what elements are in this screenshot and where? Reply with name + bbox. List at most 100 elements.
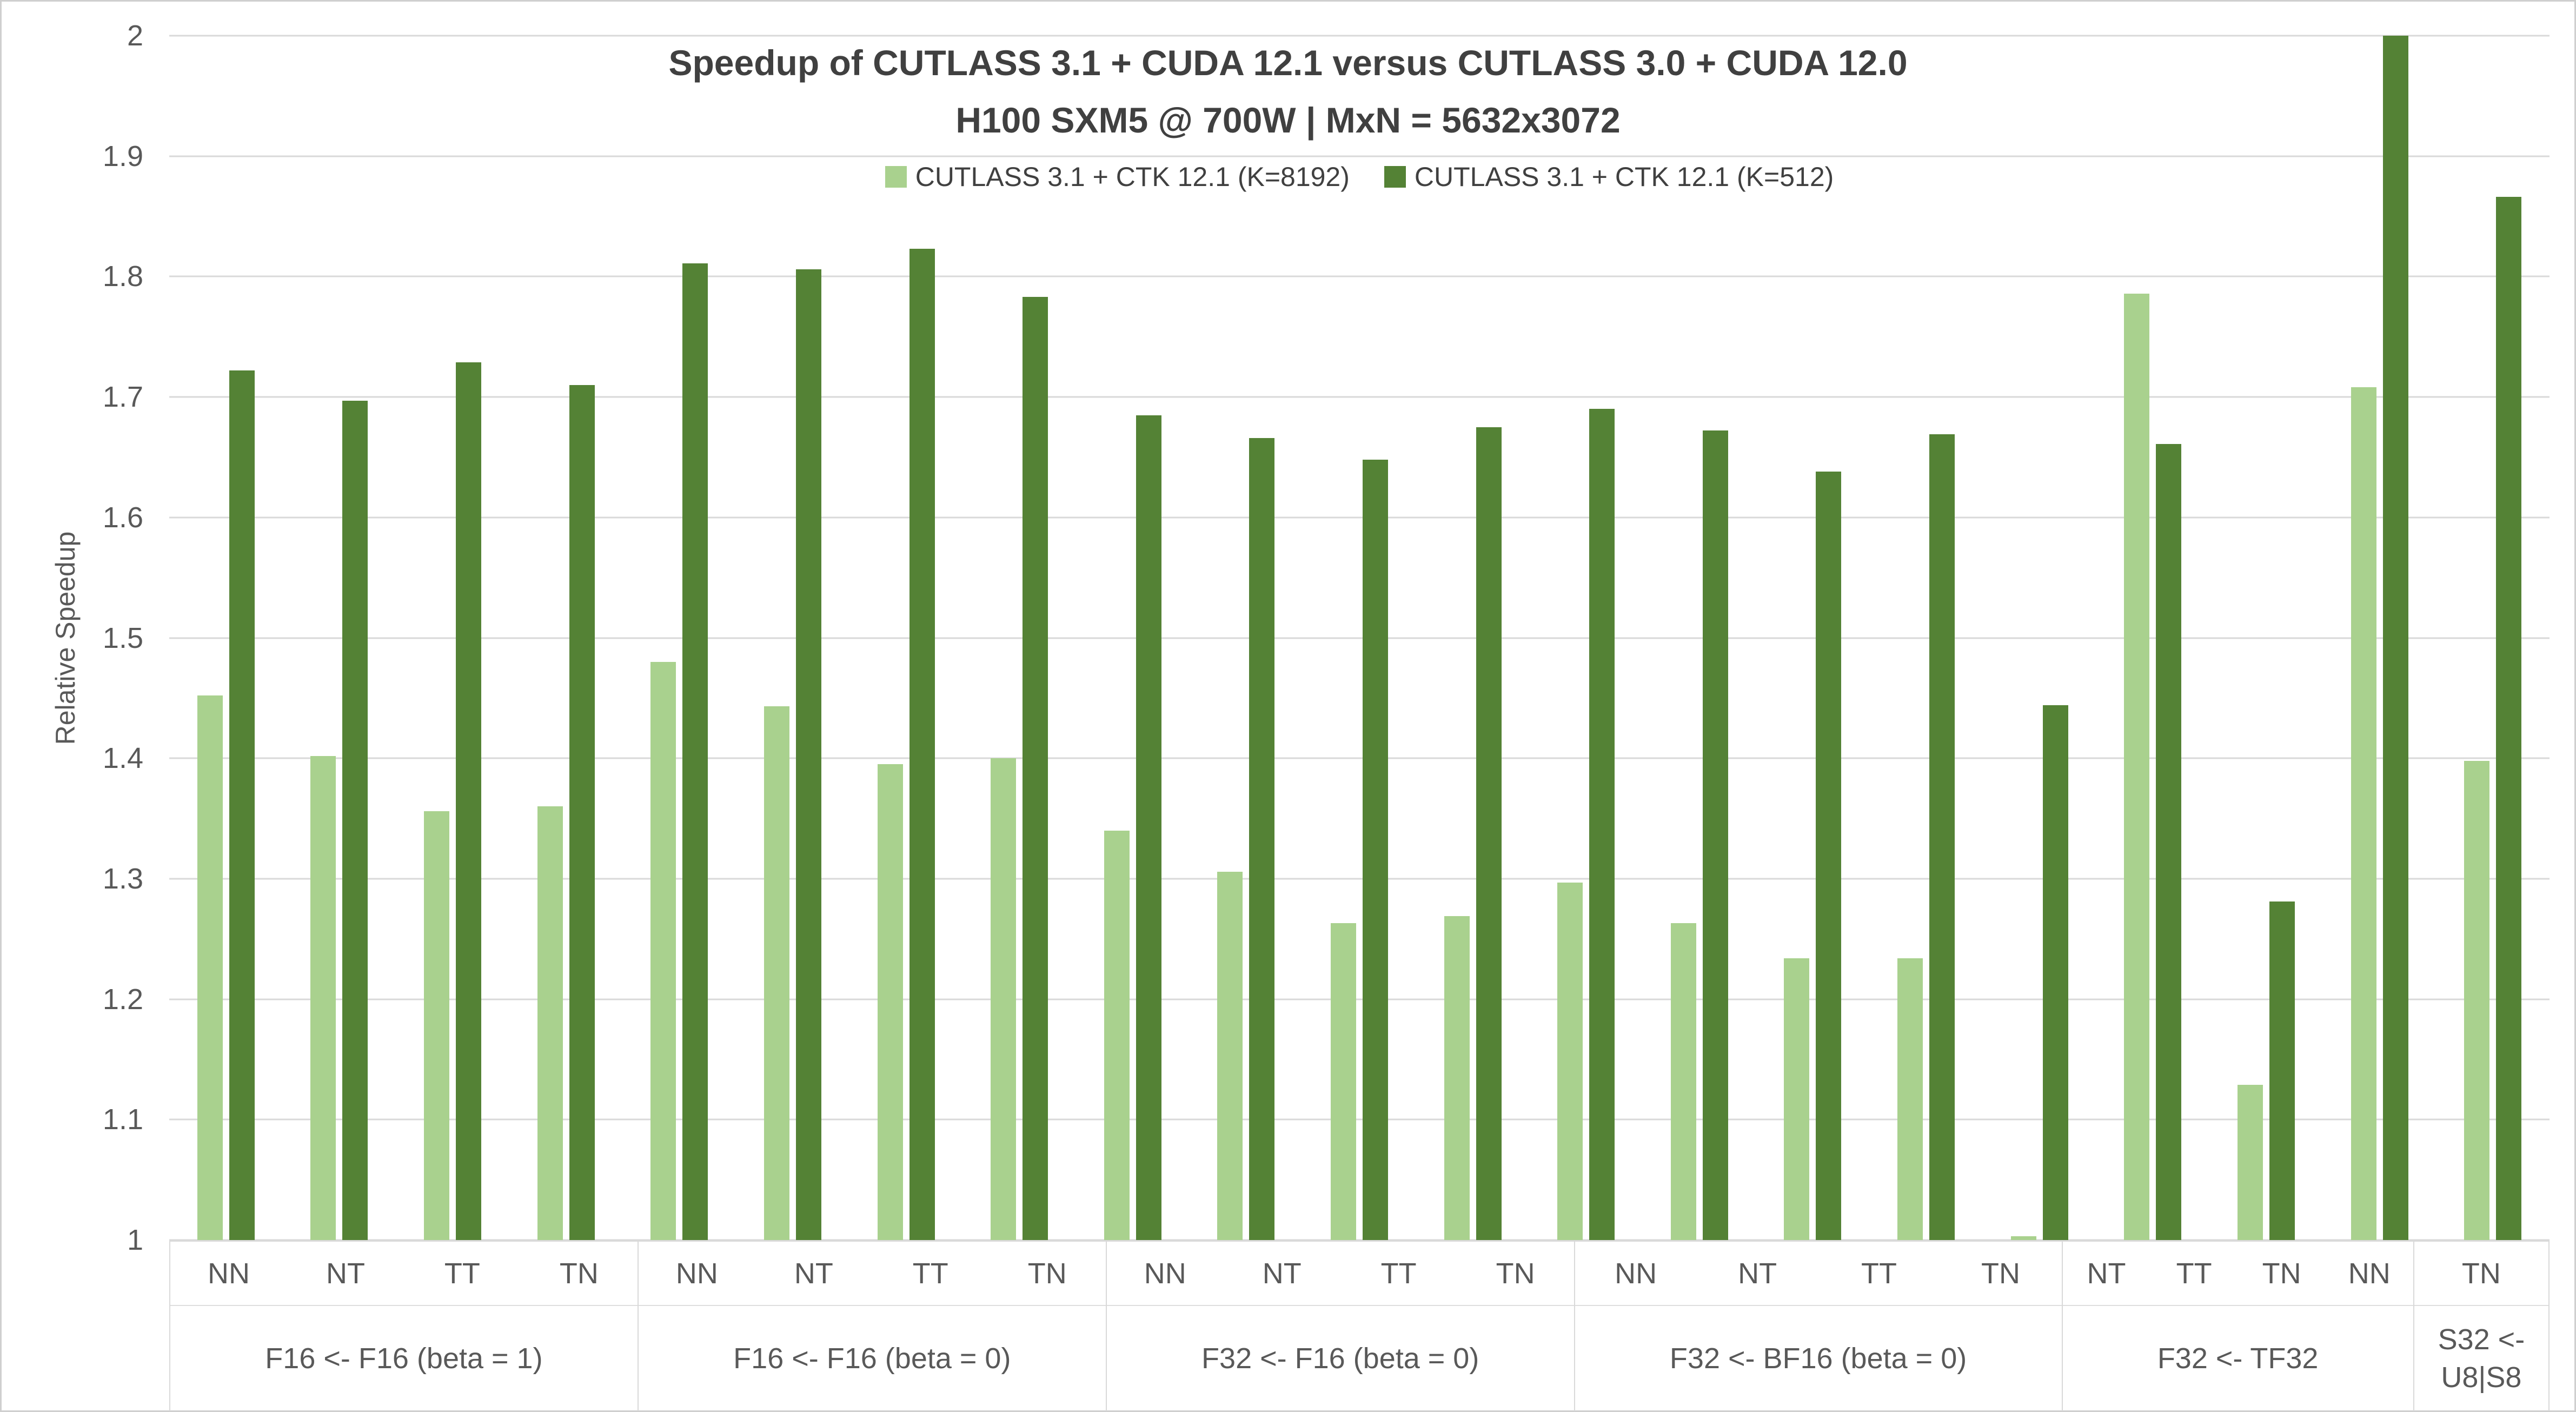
gridline-1.5: [169, 637, 2550, 639]
bar-nn-k8192: [2351, 387, 2376, 1240]
x-axis-group-2: NN NT TT TN F32 <- F16 (beta = 0): [1105, 1242, 1574, 1411]
bar-tn-k8192: [2237, 1084, 2263, 1240]
x-axis-group-3: NN NT TT TN F32 <- BF16 (beta = 0): [1574, 1242, 2062, 1411]
y-tick-label: 1.3: [102, 862, 143, 895]
bar-pair-tt: [1303, 36, 1416, 1240]
bar-pair-nt: [1190, 36, 1303, 1240]
bar-nn-k512: [229, 370, 255, 1240]
bar-pair-tt: [2096, 36, 2210, 1240]
chart-subtitle: H100 SXM5 @ 700W | MxN = 5632x3072: [955, 100, 1621, 140]
x-category-label: TN: [1027, 1257, 1067, 1290]
bar-tn-k512: [569, 385, 595, 1240]
x-category-label: TN: [1496, 1257, 1535, 1290]
legend-swatch-k8192: [885, 166, 907, 188]
x-axis-group-4: NT TT TN NN F32 <- TF32: [2061, 1242, 2413, 1411]
bar-tn-k8192: [537, 806, 563, 1240]
bar-nn-k512: [682, 263, 708, 1240]
plot-area: Relative Speedup 2 1.9 1.8 1.7 1.6 1.5 1.4 1.3 1…: [50, 19, 2550, 1256]
bar-tn-k8192: [991, 758, 1017, 1240]
bar-tn-k512: [1929, 434, 1955, 1240]
bar-tt-k512: [1363, 459, 1388, 1240]
bar-nn-k8192: [650, 662, 676, 1240]
gridline-1.6: [169, 516, 2550, 519]
bar-group-0: [169, 36, 622, 1240]
bar-pair-tt: [1756, 36, 1870, 1240]
bar-pair-nt: [283, 36, 396, 1240]
bar-tn-k512: [2269, 901, 2295, 1240]
x-axis-group-0: NN NT TT TN F16 <- F16 (beta = 1): [169, 1242, 638, 1411]
x-category-label: NT: [794, 1257, 833, 1290]
x-category-label: NN: [2348, 1257, 2391, 1290]
gridline-1.3: [169, 878, 2550, 880]
x-category-label: TT: [1380, 1257, 1417, 1290]
bar-tt-k8192: [1784, 958, 1810, 1240]
x-category-label: TT: [444, 1257, 480, 1290]
bar-tn-k512: [1476, 427, 1502, 1240]
bar-pair-nn: [2323, 36, 2436, 1240]
bar-tt-k8192: [2124, 293, 2150, 1240]
y-tick-label: 1.8: [102, 260, 143, 293]
x-axis-category-row: NN NT TT TN: [170, 1242, 638, 1306]
x-axis-category-row: TN: [2414, 1242, 2549, 1306]
bar-group-1: [622, 36, 1075, 1240]
bar-pair-tn: [962, 36, 1076, 1240]
x-category-label: TN: [1981, 1257, 2020, 1290]
legend: CUTLASS 3.1 + CTK 12.1 (K=8192) CUTLASS 3…: [169, 161, 2550, 193]
x-axis-category-row: NT TT TN NN: [2062, 1242, 2413, 1306]
legend-label-k8192: CUTLASS 3.1 + CTK 12.1 (K=8192): [915, 162, 1350, 192]
bar-nn-k512: [1589, 409, 1615, 1240]
bar-nt-k512: [1249, 437, 1275, 1240]
gridline-1.1: [169, 1118, 2550, 1121]
bar-pair-nn: [1076, 36, 1190, 1240]
x-category-label: NN: [207, 1257, 250, 1290]
x-axis-category-row: NN NT TT TN: [1106, 1242, 1574, 1306]
y-tick-label: 1.2: [102, 983, 143, 1016]
bar-tn-k512: [1023, 297, 1048, 1240]
bar-tt-k8192: [1331, 923, 1356, 1240]
bar-nt-k512: [2042, 705, 2068, 1240]
legend-item-k8192: CUTLASS 3.1 + CTK 12.1 (K=8192): [885, 161, 1350, 193]
y-tick-label: 1.9: [102, 140, 143, 173]
legend-label-k512: CUTLASS 3.1 + CTK 12.1 (K=512): [1414, 162, 1834, 192]
bar-nt-k8192: [763, 706, 789, 1240]
y-axis-title: Relative Speedup: [50, 531, 81, 745]
y-tick-label: 1.4: [102, 742, 143, 775]
y-tick-label: 1: [127, 1224, 143, 1256]
x-category-label: TT: [2176, 1257, 2212, 1290]
x-axis-group-5: TN S32 <- U8|S8: [2413, 1242, 2550, 1411]
gridline-1.8: [169, 275, 2550, 277]
bar-pair-nn: [1529, 36, 1643, 1240]
gridline-1.4: [169, 757, 2550, 759]
bar-group-2: [1076, 36, 1529, 1240]
bar-tn-k8192: [1897, 958, 1923, 1240]
x-axis: NN NT TT TN F16 <- F16 (beta = 1) NN NT TT TN F16…: [169, 1240, 2550, 1411]
bar-nt-k8192: [2010, 1236, 2036, 1240]
bar-pair-nn: [169, 36, 283, 1240]
bars-layer: [169, 36, 2550, 1240]
x-group-label: F32 <- BF16 (beta = 0): [1669, 1342, 1967, 1375]
bar-pair-tn: [509, 36, 623, 1240]
bar-nt-k8192: [1217, 871, 1243, 1240]
bar-group-3: [1529, 36, 1982, 1240]
bar-nn-k8192: [1104, 830, 1130, 1240]
bar-pair-nt: [736, 36, 849, 1240]
bar-pair-tn: [2436, 36, 2550, 1240]
bar-nt-k8192: [310, 755, 336, 1240]
bar-nn-k8192: [197, 695, 223, 1240]
x-group-label: F16 <- F16 (beta = 1): [265, 1342, 543, 1375]
bar-tt-k512: [2156, 443, 2182, 1240]
bar-tt-k8192: [424, 811, 450, 1240]
bar-pair-nt: [1643, 36, 1756, 1240]
bar-pair-nn: [622, 36, 736, 1240]
x-category-label: NN: [1615, 1257, 1657, 1290]
bar-tt-k512: [456, 362, 482, 1240]
y-tick-label: 1.7: [102, 381, 143, 414]
x-category-label: NT: [326, 1257, 365, 1290]
bar-pair-tn: [2209, 36, 2323, 1240]
y-tick-label: 1.6: [102, 501, 143, 534]
x-axis-group-1: NN NT TT TN F16 <- F16 (beta = 0): [637, 1242, 1106, 1411]
bar-pair-nt: [1983, 36, 2096, 1240]
bar-nn-k512: [1136, 415, 1161, 1240]
x-axis-category-row: NN NT TT TN: [1575, 1242, 2062, 1306]
